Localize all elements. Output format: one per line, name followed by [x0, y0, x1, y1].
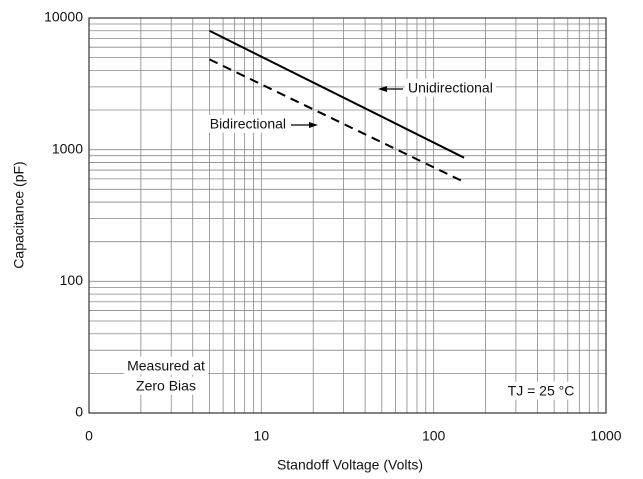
- annotation-bg: [133, 376, 199, 395]
- annotation: Zero Bias: [136, 378, 196, 394]
- y-tick-label: 1000: [52, 140, 83, 156]
- y-tick-label: 10000: [44, 9, 83, 25]
- series-label-bg: [206, 114, 289, 133]
- arrow-head: [378, 86, 387, 92]
- x-tick-label: 100: [422, 428, 446, 444]
- annotation: TJ = 25 °C: [508, 383, 575, 399]
- x-axis-label: Standoff Voltage (Volts): [277, 457, 423, 473]
- x-tick-label: 0: [85, 428, 93, 444]
- annotation-bg: [124, 356, 209, 375]
- series-label: Bidirectional: [210, 116, 286, 132]
- plot-frame: [88, 17, 607, 414]
- series-label-bg: [405, 78, 496, 97]
- series-line: [209, 29, 465, 159]
- y-axis-label: Capacitance (pF): [11, 161, 27, 268]
- y-tick-label: 0: [75, 404, 83, 420]
- annotation-bg: [504, 381, 578, 400]
- series-line: [209, 58, 465, 183]
- series-label: Unidirectional: [408, 80, 493, 96]
- x-tick-label: 10: [254, 428, 270, 444]
- y-tick-label: 100: [60, 272, 84, 288]
- grid: [88, 17, 607, 414]
- arrow-head: [309, 122, 318, 128]
- x-tick-label: 1000: [590, 428, 621, 444]
- annotation: Measured at: [127, 358, 205, 374]
